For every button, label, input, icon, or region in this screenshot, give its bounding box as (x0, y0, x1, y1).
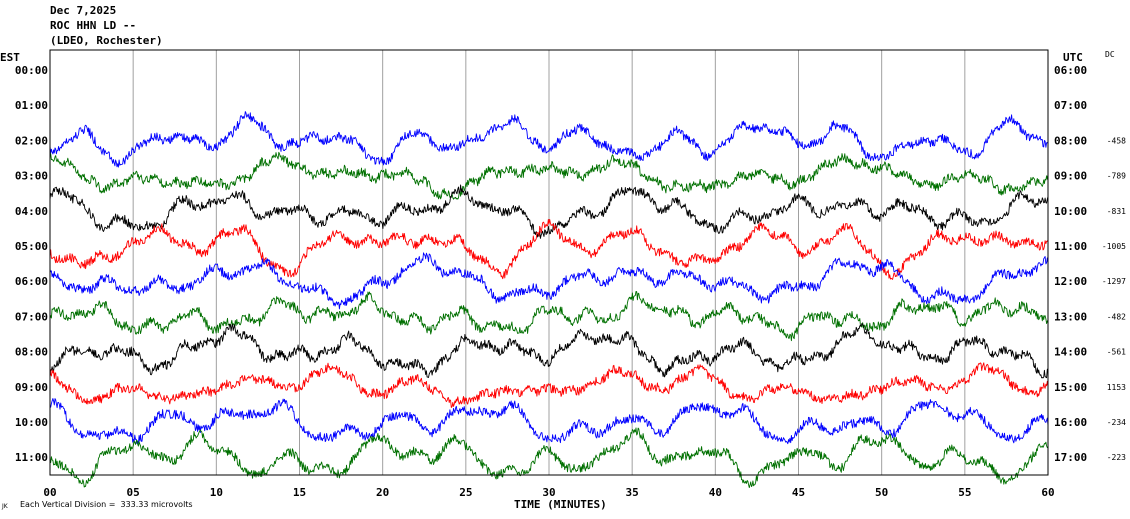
dc-offset-value: -831 (1107, 207, 1126, 216)
seismic-trace (49, 184, 1049, 239)
utc-tick-label: 08:00 (1054, 134, 1087, 147)
x-tick-label: 20 (376, 486, 389, 499)
est-tick-label: 03:00 (15, 170, 48, 183)
station-code: ROC HHN LD -- (50, 19, 137, 32)
dc-offset-value: -223 (1107, 453, 1126, 462)
seismic-trace (49, 398, 1049, 445)
dc-offset-value: -482 (1107, 312, 1126, 321)
x-tick-label: 25 (459, 486, 472, 499)
utc-tick-label: 12:00 (1054, 275, 1087, 288)
x-tick-label: 30 (542, 486, 555, 499)
est-tick-label: 11:00 (15, 451, 48, 464)
x-tick-label: 00 (43, 486, 56, 499)
dc-offset-value: -458 (1107, 136, 1126, 145)
network-name: (LDEO, Rochester) (50, 34, 163, 47)
dc-offset-value: -234 (1107, 418, 1126, 427)
dc-offset-value: -789 (1107, 172, 1126, 181)
utc-tick-label: 16:00 (1054, 416, 1087, 429)
plot-frame (49, 49, 1049, 476)
axis-labels: EST UTC DC TIME (MINUTES) 00 05 10 15 20 25 30… (0, 50, 1126, 511)
est-tick-label: 02:00 (15, 134, 48, 147)
utc-tick-label: 15:00 (1054, 381, 1087, 394)
scale-note: Each Vertical Division = 333.33 microvol… (20, 500, 193, 509)
dc-column-label: DC (1105, 50, 1115, 59)
x-tick-label: 45 (792, 486, 805, 499)
est-tick-label: 06:00 (15, 275, 48, 288)
logo-mark: JK (2, 503, 8, 510)
seismic-trace (49, 290, 1049, 342)
dc-offset-value: 1153 (1107, 383, 1126, 392)
dc-offset-value: -561 (1107, 348, 1126, 357)
x-tick-label: 55 (958, 486, 971, 499)
x-tick-label: 10 (210, 486, 223, 499)
x-axis-title: TIME (MINUTES) (514, 498, 607, 511)
utc-tick-label: 17:00 (1054, 451, 1087, 464)
est-tick-label: 00:00 (15, 64, 48, 77)
utc-tick-label: 06:00 (1054, 64, 1087, 77)
x-tick-label: 35 (626, 486, 639, 499)
utc-tick-label: 10:00 (1054, 205, 1087, 218)
seismic-trace (49, 322, 1049, 379)
x-tick-label: 05 (127, 486, 140, 499)
x-tick-label: 50 (875, 486, 888, 499)
utc-tick-label: 14:00 (1054, 346, 1087, 359)
x-tick-label: 40 (709, 486, 722, 499)
seismic-traces (49, 111, 1049, 489)
x-tick-label: 15 (293, 486, 306, 499)
est-tick-label: 08:00 (15, 346, 48, 359)
plot-date: Dec 7,2025 (50, 4, 117, 17)
est-tick-label: 05:00 (15, 240, 48, 253)
est-tick-label: 07:00 (15, 310, 48, 323)
utc-tick-label: 11:00 (1054, 240, 1087, 253)
x-tick-label: 60 (1041, 486, 1054, 499)
dc-offset-value: -1297 (1102, 277, 1126, 286)
est-tick-label: 04:00 (15, 205, 48, 218)
utc-tick-label: 09:00 (1054, 170, 1087, 183)
seismic-trace (49, 427, 1049, 489)
seismic-trace (49, 362, 1049, 408)
seismic-trace (49, 252, 1049, 310)
est-axis-label: EST (0, 51, 20, 64)
est-tick-label: 09:00 (15, 381, 48, 394)
seismic-trace (49, 151, 1049, 200)
utc-tick-label: 13:00 (1054, 310, 1087, 323)
seismic-trace (49, 111, 1049, 168)
est-tick-label: 10:00 (15, 416, 48, 429)
utc-tick-label: 07:00 (1054, 99, 1087, 112)
est-tick-label: 01:00 (15, 99, 48, 112)
utc-axis-label: UTC (1063, 51, 1083, 64)
dc-offset-value: -1005 (1102, 242, 1126, 251)
